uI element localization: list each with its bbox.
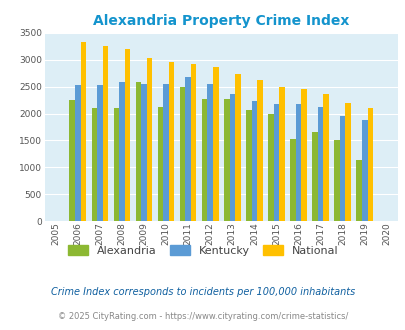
Bar: [179, 87, 185, 221]
Bar: [356, 160, 361, 221]
Bar: [361, 119, 367, 221]
Bar: [135, 82, 141, 221]
Bar: [185, 77, 190, 221]
Bar: [334, 141, 339, 221]
Bar: [69, 100, 75, 221]
Bar: [311, 132, 317, 221]
Bar: [102, 46, 108, 221]
Bar: [163, 84, 168, 221]
Bar: [75, 84, 80, 221]
Text: Crime Index corresponds to incidents per 100,000 inhabitants: Crime Index corresponds to incidents per…: [51, 287, 354, 297]
Bar: [97, 85, 102, 221]
Bar: [290, 139, 295, 221]
Bar: [113, 108, 119, 221]
Legend: Alexandria, Kentucky, National: Alexandria, Kentucky, National: [63, 241, 342, 260]
Bar: [256, 80, 262, 221]
Bar: [213, 67, 218, 221]
Bar: [224, 99, 229, 221]
Bar: [301, 89, 306, 221]
Bar: [268, 114, 273, 221]
Text: © 2025 CityRating.com - https://www.cityrating.com/crime-statistics/: © 2025 CityRating.com - https://www.city…: [58, 312, 347, 321]
Bar: [92, 108, 97, 221]
Bar: [317, 107, 322, 221]
Bar: [251, 101, 256, 221]
Bar: [295, 105, 301, 221]
Title: Alexandria Property Crime Index: Alexandria Property Crime Index: [93, 14, 349, 28]
Bar: [168, 62, 174, 221]
Bar: [158, 107, 163, 221]
Bar: [146, 58, 152, 221]
Bar: [207, 84, 213, 221]
Bar: [201, 99, 207, 221]
Bar: [141, 83, 146, 221]
Bar: [279, 87, 284, 221]
Bar: [80, 42, 86, 221]
Bar: [345, 103, 350, 221]
Bar: [124, 49, 130, 221]
Bar: [119, 82, 124, 221]
Bar: [190, 64, 196, 221]
Bar: [339, 116, 345, 221]
Bar: [234, 74, 240, 221]
Bar: [245, 111, 251, 221]
Bar: [322, 94, 328, 221]
Bar: [229, 94, 234, 221]
Bar: [367, 108, 372, 221]
Bar: [273, 105, 279, 221]
